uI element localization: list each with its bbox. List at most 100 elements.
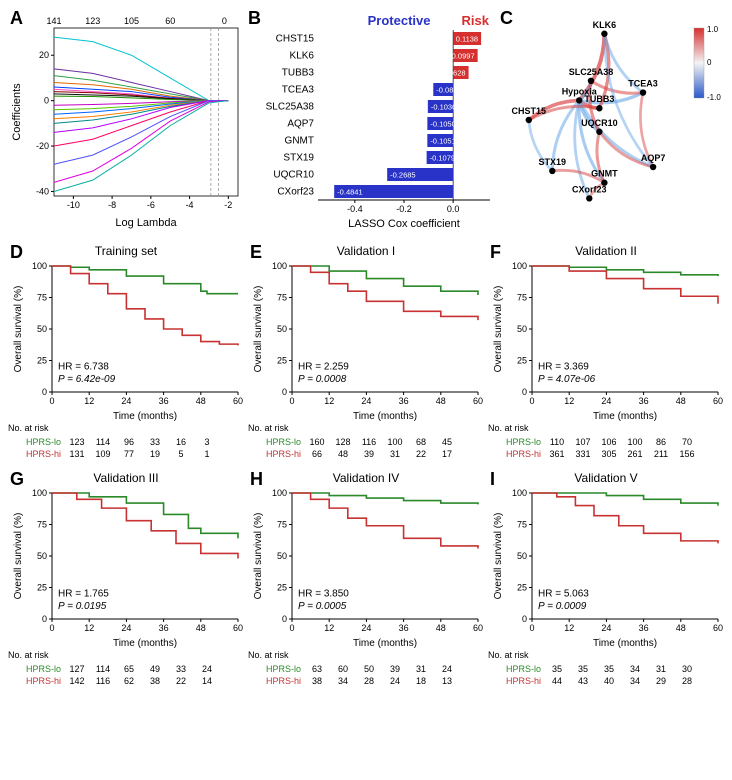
panel-A: A -40-20020-10-8-6-4-2141123105600Log La… bbox=[8, 10, 246, 230]
svg-text:Time (months): Time (months) bbox=[593, 638, 657, 649]
svg-text:0: 0 bbox=[42, 387, 47, 397]
svg-text:Overall survival (%): Overall survival (%) bbox=[13, 513, 24, 600]
svg-text:0: 0 bbox=[44, 96, 49, 106]
panel-C: C KLK6SLC25A38HypoxiaTUBB3TCEA3CHST15UQC… bbox=[498, 10, 724, 230]
svg-text:-10: -10 bbox=[67, 200, 80, 210]
svg-text:Protective: Protective bbox=[368, 13, 431, 28]
svg-text:0.0: 0.0 bbox=[447, 204, 460, 214]
svg-text:100: 100 bbox=[272, 261, 287, 271]
svg-text:0.0628: 0.0628 bbox=[443, 69, 466, 78]
svg-text:Time (months): Time (months) bbox=[593, 411, 657, 422]
svg-text:-20: -20 bbox=[36, 141, 49, 151]
svg-text:105: 105 bbox=[124, 16, 139, 26]
svg-text:0.1138: 0.1138 bbox=[456, 35, 478, 44]
panel-B: B ProtectiveRisk-0.4-0.20.0CHST150.1138K… bbox=[246, 10, 498, 230]
svg-text:48: 48 bbox=[196, 396, 206, 406]
km-plot: 025507510001224364860HR = 1.765P = 0.019… bbox=[8, 487, 244, 649]
panel-label-E: E bbox=[250, 242, 262, 263]
svg-text:60: 60 bbox=[165, 16, 175, 26]
svg-text:SLC25A38: SLC25A38 bbox=[266, 102, 315, 113]
svg-text:Overall survival (%): Overall survival (%) bbox=[253, 513, 264, 600]
svg-text:25: 25 bbox=[517, 356, 527, 366]
svg-text:Risk: Risk bbox=[462, 13, 490, 28]
svg-text:50: 50 bbox=[37, 551, 47, 561]
svg-text:-0.2: -0.2 bbox=[396, 204, 412, 214]
km-plot: 025507510001224364860HR = 2.259P = 0.000… bbox=[248, 260, 484, 422]
svg-text:-1.0: -1.0 bbox=[707, 93, 721, 102]
svg-text:12: 12 bbox=[324, 396, 334, 406]
svg-text:Time (months): Time (months) bbox=[353, 638, 417, 649]
svg-text:48: 48 bbox=[676, 623, 686, 633]
panel-label-C: C bbox=[500, 8, 513, 29]
panel-label-G: G bbox=[10, 469, 24, 490]
svg-text:STX19: STX19 bbox=[539, 157, 567, 167]
svg-text:50: 50 bbox=[37, 324, 47, 334]
svg-text:Overall survival (%): Overall survival (%) bbox=[493, 513, 504, 600]
svg-text:50: 50 bbox=[277, 324, 287, 334]
risk-table: HPRS-lo12711465493324HPRS-hi142116623822… bbox=[22, 662, 221, 688]
svg-text:GNMT: GNMT bbox=[285, 136, 314, 147]
svg-text:TUBB3: TUBB3 bbox=[282, 68, 315, 79]
svg-text:48: 48 bbox=[196, 623, 206, 633]
svg-text:0: 0 bbox=[222, 16, 227, 26]
svg-text:60: 60 bbox=[233, 623, 243, 633]
km-grid: DTraining set025507510001224364860HR = 6… bbox=[8, 244, 724, 688]
panel-label-A: A bbox=[10, 8, 23, 29]
svg-text:P = 0.0008: P = 0.0008 bbox=[298, 374, 347, 385]
svg-text:-0.4841: -0.4841 bbox=[337, 188, 362, 197]
svg-text:75: 75 bbox=[37, 520, 47, 530]
svg-text:-2: -2 bbox=[224, 200, 232, 210]
svg-text:36: 36 bbox=[399, 623, 409, 633]
svg-text:100: 100 bbox=[32, 488, 47, 498]
svg-text:75: 75 bbox=[277, 520, 287, 530]
panel-E: EValidation I025507510001224364860HR = 2… bbox=[248, 244, 484, 461]
km-title: Validation I bbox=[248, 244, 484, 258]
svg-text:24: 24 bbox=[601, 623, 611, 633]
svg-text:Time (months): Time (months) bbox=[353, 411, 417, 422]
svg-text:CHST15: CHST15 bbox=[512, 106, 547, 116]
svg-text:12: 12 bbox=[564, 396, 574, 406]
panel-H: HValidation IV025507510001224364860HR = … bbox=[248, 471, 484, 688]
svg-text:60: 60 bbox=[233, 396, 243, 406]
svg-text:100: 100 bbox=[32, 261, 47, 271]
svg-text:CHST15: CHST15 bbox=[276, 34, 315, 45]
svg-text:KLK6: KLK6 bbox=[290, 51, 315, 62]
svg-text:0: 0 bbox=[49, 396, 54, 406]
svg-text:25: 25 bbox=[277, 583, 287, 593]
km-title: Validation IV bbox=[248, 471, 484, 485]
risk-table: HPRS-lo1231149633163HPRS-hi131109771951 bbox=[22, 435, 221, 461]
km-plot: 025507510001224364860HR = 5.063P = 0.000… bbox=[488, 487, 724, 649]
svg-text:0: 0 bbox=[282, 387, 287, 397]
panel-I: IValidation V025507510001224364860HR = 5… bbox=[488, 471, 724, 688]
svg-text:0: 0 bbox=[49, 623, 54, 633]
svg-text:75: 75 bbox=[277, 293, 287, 303]
svg-text:0: 0 bbox=[289, 396, 294, 406]
svg-text:50: 50 bbox=[517, 551, 527, 561]
svg-text:100: 100 bbox=[272, 488, 287, 498]
panel-F: FValidation II025507510001224364860HR = … bbox=[488, 244, 724, 461]
svg-text:TCEA3: TCEA3 bbox=[628, 79, 658, 89]
svg-text:123: 123 bbox=[85, 16, 100, 26]
svg-text:STX19: STX19 bbox=[283, 153, 314, 164]
svg-text:HR = 6.738: HR = 6.738 bbox=[58, 361, 109, 372]
svg-text:-0.2685: -0.2685 bbox=[390, 171, 415, 180]
svg-text:12: 12 bbox=[324, 623, 334, 633]
svg-text:0: 0 bbox=[529, 396, 534, 406]
svg-text:60: 60 bbox=[473, 396, 483, 406]
km-plot: 025507510001224364860HR = 6.738P = 6.42e… bbox=[8, 260, 244, 422]
svg-text:12: 12 bbox=[84, 623, 94, 633]
svg-text:-0.1050: -0.1050 bbox=[430, 120, 455, 129]
svg-text:HR = 3.369: HR = 3.369 bbox=[538, 361, 589, 372]
svg-text:Overall survival (%): Overall survival (%) bbox=[253, 286, 264, 373]
no-at-risk-label: No. at risk bbox=[248, 423, 484, 433]
svg-text:25: 25 bbox=[37, 356, 47, 366]
svg-text:100: 100 bbox=[512, 488, 527, 498]
svg-text:-6: -6 bbox=[147, 200, 155, 210]
svg-text:UQCR10: UQCR10 bbox=[581, 118, 618, 128]
svg-text:0: 0 bbox=[522, 387, 527, 397]
svg-text:141: 141 bbox=[46, 16, 61, 26]
svg-text:-4: -4 bbox=[186, 200, 194, 210]
panel-label-D: D bbox=[10, 242, 23, 263]
risk-table: HPRS-lo1101071061008670HPRS-hi3613313052… bbox=[502, 435, 701, 461]
svg-text:Overall survival (%): Overall survival (%) bbox=[493, 286, 504, 373]
